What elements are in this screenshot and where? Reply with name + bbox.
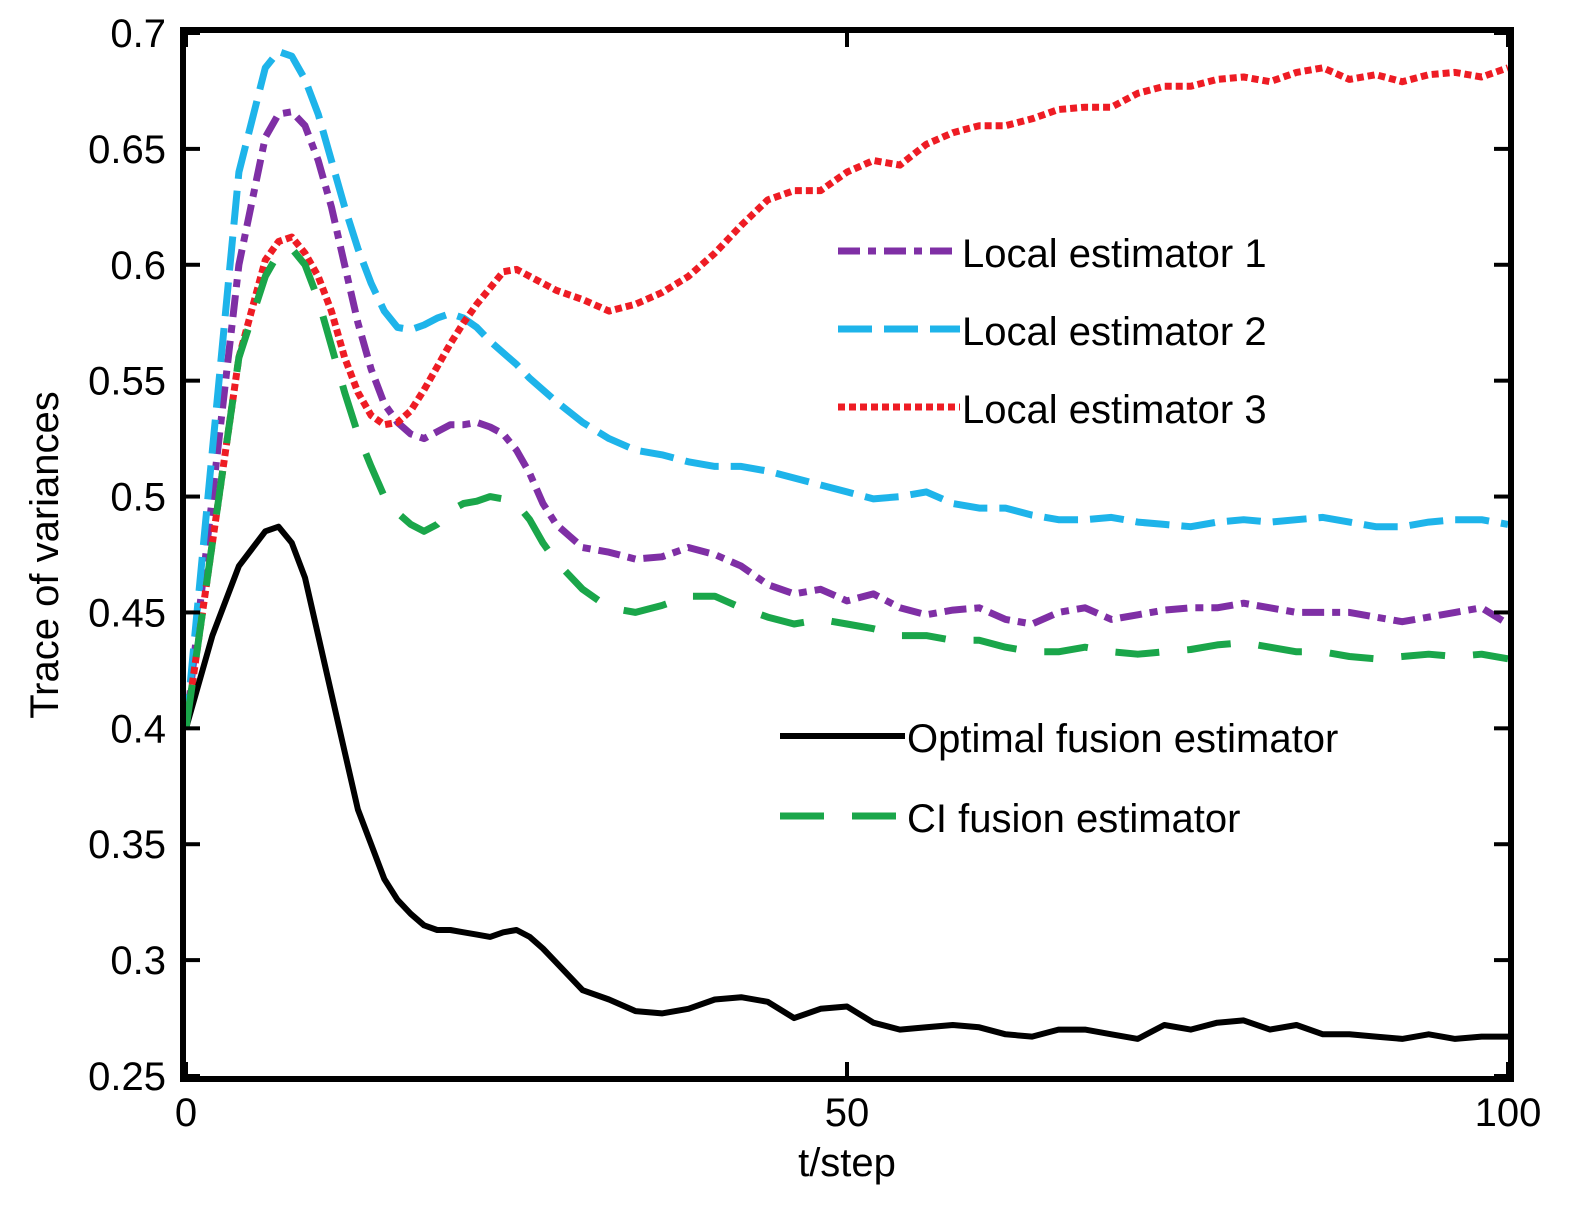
y-tick-label: 0.25 xyxy=(88,1055,166,1099)
legend-label-4: Optimal fusion estimator xyxy=(907,717,1338,761)
x-tick-label: 0 xyxy=(175,1091,197,1135)
y-tick-label: 0.45 xyxy=(88,591,166,635)
y-tick-label: 0.6 xyxy=(110,244,166,288)
y-tick-label: 0.65 xyxy=(88,128,166,172)
y-tick-label: 0.35 xyxy=(88,823,166,867)
x-axis-title: t/step xyxy=(798,1141,896,1185)
legend-label-5: CI fusion estimator xyxy=(907,797,1240,841)
y-axis-title: Trace of variances xyxy=(23,391,67,719)
y-tick-label: 0.7 xyxy=(110,12,166,56)
plot-frame xyxy=(180,27,1514,1082)
series-layer xyxy=(182,48,1510,1042)
legend-label-2: Local estimator 2 xyxy=(962,310,1267,354)
y-tick-label: 0.55 xyxy=(88,360,166,404)
x-tick-label: 100 xyxy=(1475,1091,1542,1135)
x-tick-label: 50 xyxy=(825,1091,870,1135)
legend-label-1: Local estimator 1 xyxy=(962,232,1267,276)
y-tick-label: 0.3 xyxy=(110,939,166,983)
series-line-1 xyxy=(182,108,1510,729)
tick-layer: 0.25 0.3 0.35 0.4 0.45 0.5 0.55 0.6 0.65 0.7 0 50 10… xyxy=(88,12,1541,1135)
series-line-5 xyxy=(182,245,1509,729)
series-line-4 xyxy=(183,523,1508,1042)
y-tick-label: 0.5 xyxy=(110,476,166,520)
y-tick-label: 0.4 xyxy=(110,707,166,751)
series-line-2 xyxy=(182,48,1509,729)
legend-label-3: Local estimator 3 xyxy=(962,388,1267,432)
legend-layer: Local estimator 1 Local estimator 2 Local … xyxy=(780,232,1338,841)
series-line-3 xyxy=(182,64,1510,729)
